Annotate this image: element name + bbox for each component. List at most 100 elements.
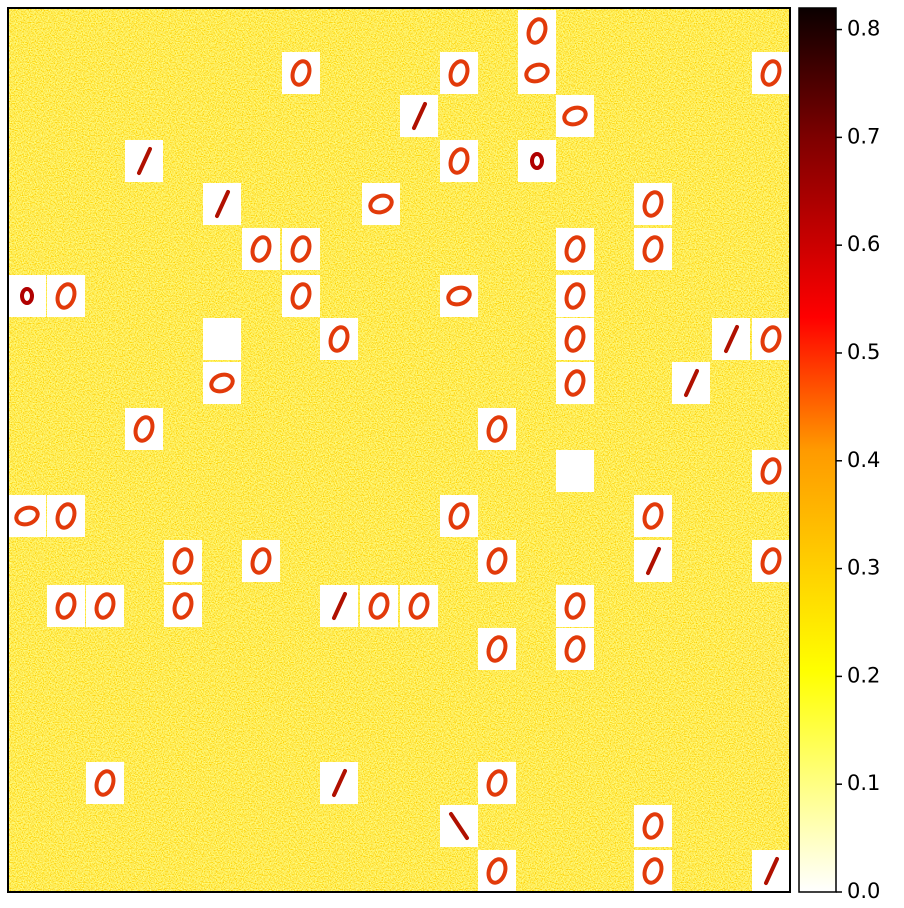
digit-patch [164, 540, 202, 582]
digit-patch [518, 10, 556, 52]
patch-bg [86, 762, 124, 804]
digit-patch [440, 275, 478, 317]
patch-bg [556, 450, 594, 492]
glyph [368, 193, 394, 215]
patch-bg [242, 540, 280, 582]
digit-patch [8, 495, 46, 537]
glyph [55, 502, 77, 530]
digit-patch [752, 850, 790, 892]
glyph [446, 285, 472, 307]
patch-bg [518, 52, 556, 94]
glyph [642, 857, 664, 885]
heatmap-image [8, 8, 790, 892]
glyph [526, 17, 548, 45]
patch-bg [556, 362, 594, 404]
digit-patch [556, 95, 594, 137]
patch-bg [752, 52, 790, 94]
patch-bg [47, 585, 85, 627]
patch-bg [440, 495, 478, 537]
digit-patch [282, 228, 320, 270]
glyph [408, 592, 430, 620]
patch-bg [634, 495, 672, 537]
glyph [172, 547, 194, 575]
digit-patch [242, 228, 280, 270]
patch-bg [634, 228, 672, 270]
glyph [564, 325, 586, 353]
glyph [137, 147, 152, 175]
patch-bg [634, 183, 672, 225]
glyph [564, 635, 586, 663]
digit-patch [203, 183, 241, 225]
glyph [564, 592, 586, 620]
glyph [760, 547, 782, 575]
glyph [55, 592, 77, 620]
digit-patch [320, 762, 358, 804]
patch-bg [164, 585, 202, 627]
glyph [486, 857, 508, 885]
glyph [250, 547, 272, 575]
glyph [332, 592, 347, 620]
glyph [172, 592, 194, 620]
colorbar-tick-label: 0.6 [847, 232, 880, 256]
glyph [564, 282, 586, 310]
glyph [290, 59, 312, 87]
glyph [760, 59, 782, 87]
patch-bg [556, 228, 594, 270]
patch-bg [440, 52, 478, 94]
patch-bg [47, 275, 85, 317]
digit-patch [320, 318, 358, 360]
glyph [764, 857, 779, 885]
glyph [14, 505, 40, 527]
digit-patch [634, 540, 672, 582]
colorbar-tick-label: 0.4 [847, 448, 880, 472]
digit-patch [556, 450, 594, 492]
digit-patch [478, 850, 516, 892]
patch-bg [752, 450, 790, 492]
glyph [684, 369, 699, 397]
patch-bg [478, 540, 516, 582]
digit-patch [556, 318, 594, 360]
digit-patch [400, 585, 438, 627]
glyph [724, 325, 739, 353]
glyph [133, 415, 155, 443]
colorbar-tick-label: 0.3 [847, 556, 880, 580]
digit-patch [164, 585, 202, 627]
glyph [368, 592, 390, 620]
digit-patch [47, 275, 85, 317]
glyph [290, 235, 312, 263]
glyph [412, 102, 427, 130]
colorbar-tick-label: 0.5 [847, 340, 880, 364]
patch-bg [282, 275, 320, 317]
glyph [642, 812, 664, 840]
patch-bg [125, 408, 163, 450]
digit-patch [634, 495, 672, 537]
digit-patch [440, 805, 478, 847]
glyph [332, 769, 347, 797]
patch-bg [752, 540, 790, 582]
glyph [290, 282, 312, 310]
digit-patch [86, 585, 124, 627]
digit-patch [282, 52, 320, 94]
colorbar-tick-label: 0.2 [847, 663, 880, 687]
glyph [215, 190, 230, 218]
digit-patch [556, 228, 594, 270]
patch-bg [634, 850, 672, 892]
digit-patch [203, 362, 241, 404]
digit-patch [360, 585, 398, 627]
patch-bg [478, 850, 516, 892]
patch-bg [440, 140, 478, 182]
patch-bg [478, 628, 516, 670]
digit-patch [634, 850, 672, 892]
digit-patch [556, 628, 594, 670]
colorbar-tick-label: 0.0 [847, 879, 880, 903]
digit-patch [440, 495, 478, 537]
patch-bg [478, 762, 516, 804]
digit-patch [478, 762, 516, 804]
patch-bg [634, 805, 672, 847]
glyph [486, 769, 508, 797]
glyph [642, 235, 664, 263]
digit-patch [634, 805, 672, 847]
glyph [448, 59, 470, 87]
digit-patch [440, 140, 478, 182]
